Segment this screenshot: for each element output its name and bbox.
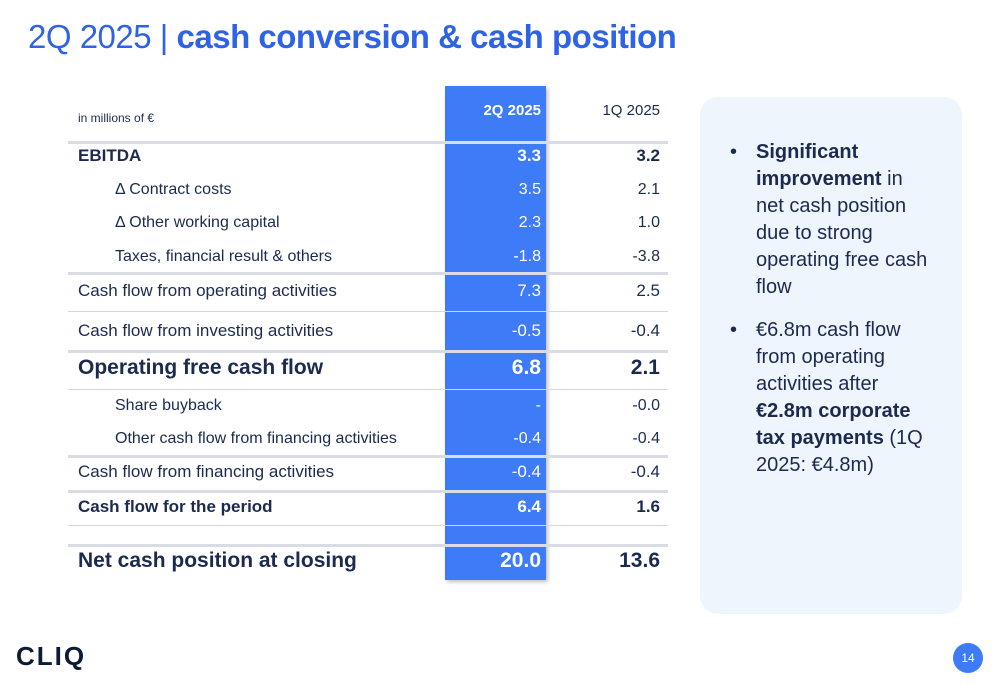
bullet-text: (1Q 2025: €4.8m) (756, 427, 923, 476)
list-item: • €6.8m cash flow from operating activiti… (730, 317, 930, 479)
row-label: Other cash flow from financing activitie… (115, 430, 397, 447)
row-label: Taxes, financial result & others (115, 248, 332, 265)
row-label: Cash flow from operating activities (78, 281, 337, 300)
separator (68, 272, 668, 275)
value-1q2025: -3.8 (632, 248, 660, 265)
value-1q2025: -0.4 (632, 430, 660, 447)
separator (68, 455, 668, 458)
bullet-icon: • (730, 319, 738, 341)
value-2q2025: -0.4 (511, 462, 541, 481)
value-2q2025: - (535, 397, 541, 414)
bullet-emphasis: Significant improvement (756, 141, 882, 190)
value-1q2025: -0.0 (632, 397, 660, 414)
row-label: Share buyback (115, 397, 222, 414)
page-number-badge: 14 (953, 643, 983, 673)
value-1q2025: 2.1 (630, 356, 660, 379)
cash-flow-table: in millions of € 2Q 2025 1Q 2025 EBITDA … (68, 86, 668, 586)
separator (68, 490, 668, 493)
value-1q2025: -0.4 (630, 321, 660, 340)
bullet-text: in net cash position due to strong opera… (756, 168, 928, 298)
row-label: Operating free cash flow (78, 356, 324, 379)
value-2q2025: -0.4 (513, 430, 541, 447)
units-label: in millions of € (78, 111, 155, 125)
row-label: Δ Contract costs (115, 181, 232, 198)
separator (68, 311, 668, 312)
value-2q2025: 3.5 (518, 181, 541, 198)
row-label: Net cash position at closing (78, 549, 357, 572)
value-1q2025: 2.1 (637, 181, 660, 198)
separator (68, 389, 668, 390)
value-2q2025: 20.0 (500, 549, 541, 572)
value-2q2025: 6.8 (511, 356, 541, 379)
bullet-icon: • (730, 141, 738, 163)
list-item: • Significant improvement in net cash pos… (730, 139, 930, 301)
value-2q2025: 2.3 (518, 214, 541, 231)
cliq-logo: CLIQ (16, 641, 87, 671)
value-1q2025: 13.6 (619, 549, 660, 572)
highlights-list: • Significant improvement in net cash pos… (730, 139, 930, 495)
value-2q2025: -0.5 (511, 321, 541, 340)
value-1q2025: 3.2 (636, 146, 660, 165)
separator (68, 525, 668, 526)
column-header-1q2025: 1Q 2025 (602, 102, 660, 119)
separator (68, 141, 668, 144)
value-2q2025: 7.3 (517, 281, 541, 300)
row-label: Cash flow from investing activities (78, 321, 334, 340)
title-period: 2Q 2025 | (28, 18, 177, 55)
value-1q2025: 1.6 (636, 497, 660, 516)
column-header-2q2025: 2Q 2025 (483, 102, 541, 119)
row-label: Cash flow for the period (78, 497, 273, 516)
row-label: Δ Other working capital (115, 214, 280, 231)
highlights-panel: • Significant improvement in net cash pos… (700, 97, 962, 614)
separator (68, 544, 668, 547)
value-1q2025: 1.0 (637, 214, 660, 231)
page-title: 2Q 2025 | cash conversion & cash positio… (28, 18, 677, 56)
row-label: EBITDA (78, 146, 142, 165)
bullet-text: €6.8m cash flow from operating activitie… (756, 319, 901, 395)
value-2q2025: -1.8 (513, 248, 541, 265)
bullet-emphasis: €2.8m corporate tax payments (756, 400, 911, 449)
highlight-column-2q2025 (445, 86, 546, 580)
value-2q2025: 3.3 (517, 146, 541, 165)
value-1q2025: -0.4 (630, 462, 660, 481)
value-2q2025: 6.4 (517, 497, 541, 516)
title-topic: cash conversion & cash position (176, 18, 677, 55)
value-1q2025: 2.5 (636, 281, 660, 300)
row-label: Cash flow from financing activities (78, 462, 335, 481)
separator (68, 350, 668, 353)
